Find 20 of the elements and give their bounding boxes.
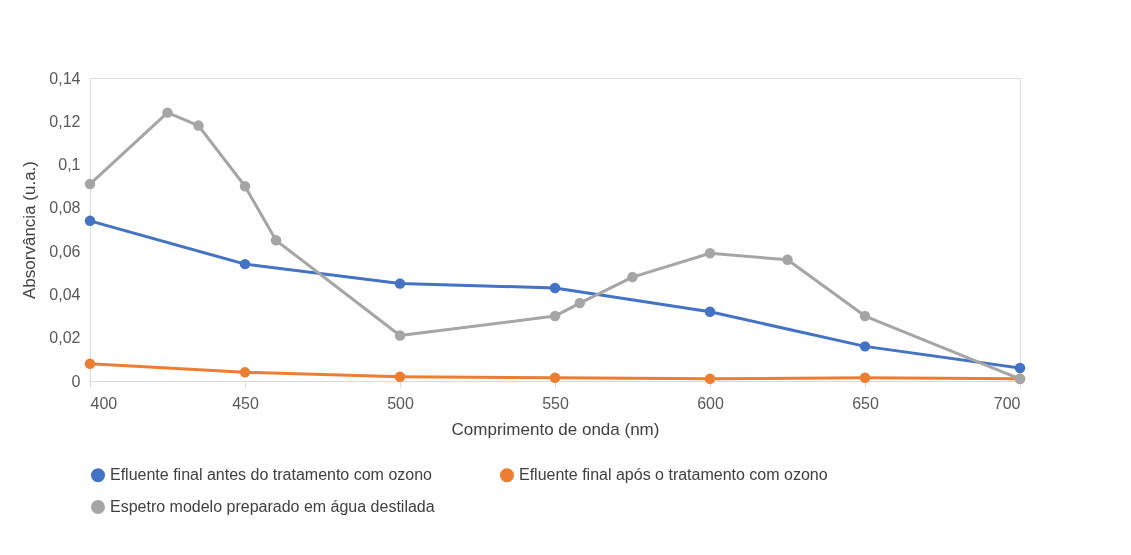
y-tick-label: 0,02 — [49, 329, 81, 347]
y-tick-label: 0,04 — [49, 285, 81, 303]
x-tick-label: 550 — [542, 394, 569, 412]
x-tick-label: 650 — [852, 394, 879, 412]
legend-label: Efluente final antes do tratamento com ozono — [110, 466, 433, 484]
y-tick-label: 0,12 — [49, 112, 81, 130]
y-tick-label: 0,06 — [49, 242, 81, 260]
x-tick-label: 400 — [90, 394, 118, 412]
y-tick-label: 0 — [71, 372, 81, 390]
y-tick-label: 0,14 — [49, 69, 81, 87]
y-tick-label: 0,08 — [49, 199, 81, 217]
x-axis-title: Comprimento de onda (nm) — [451, 419, 660, 439]
x-tick-label: 600 — [697, 394, 724, 412]
y-tick-label: 0,1 — [58, 156, 81, 174]
x-tick-label: 700 — [993, 394, 1021, 412]
y-axis-title: Absorvância (u.a.) — [20, 161, 40, 299]
x-tick-label: 450 — [232, 394, 259, 412]
x-tick-label: 500 — [387, 394, 414, 412]
legend-label: Efluente final após o tratamento com ozono — [519, 466, 828, 484]
legend-label: Espetro modelo preparado em água destilada — [110, 498, 435, 515]
